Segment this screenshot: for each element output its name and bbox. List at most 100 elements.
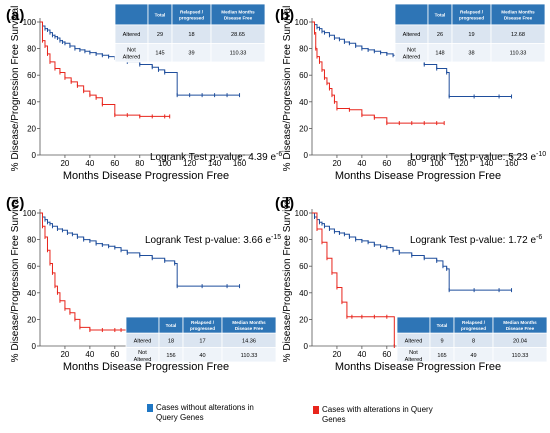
panel-1: (a) 0 20 40 60 80 100 20 40 60 80 100 120 140 160 Month…: [6, 3, 282, 182]
table-cell-text: 19: [468, 32, 474, 38]
x-tick-label: 80: [135, 159, 144, 168]
table-cell-text: 38: [468, 51, 474, 57]
table-cell-text: 12.68: [511, 32, 525, 38]
table-cell-text: 18: [168, 338, 174, 344]
y-tick-label: 60: [27, 71, 36, 80]
y-tick-label: 20: [27, 315, 36, 324]
table-cell-text: 110.33: [230, 51, 247, 57]
y-tick-label: 0: [32, 151, 37, 160]
table-cell-text: 110.33: [510, 51, 527, 57]
table-cell-text: Altered: [134, 338, 152, 344]
table-cell: [125, 316, 160, 334]
table-cell-text: 14.36: [242, 338, 256, 344]
x-axis-label: Months Disease Progression Free: [63, 170, 229, 182]
pvalue-exponent: -6: [536, 234, 542, 241]
table-cell-text: Altered: [403, 32, 421, 38]
y-tick-label: 100: [295, 18, 309, 27]
table-cell-text: 28.65: [231, 32, 245, 38]
panel-label: (d): [275, 195, 294, 212]
x-tick-label: 100: [430, 159, 444, 168]
table-header-text: Total: [166, 323, 177, 328]
y-tick-label: 80: [27, 236, 36, 245]
x-tick-label: 120: [183, 159, 197, 168]
summary-table: Total Relapsed /progressed Median MonthsDi…: [396, 316, 548, 363]
x-tick-label: 80: [407, 159, 416, 168]
table-cell-text: 165: [437, 353, 446, 359]
table-header-text: Total: [437, 323, 448, 328]
legend-label-with: Cases with alterations in Query Genes: [322, 405, 433, 424]
y-axis-label: % Disease/Progression Free Survival: [10, 197, 21, 363]
x-tick-label: 40: [85, 159, 94, 168]
table-cell-text: Not: [409, 350, 418, 356]
table-header-text: Median Months: [501, 9, 535, 14]
panel-label: (c): [6, 195, 24, 212]
table-cell-text: Altered: [123, 32, 141, 38]
table-cell: [114, 3, 149, 26]
legend-swatch-with: [313, 406, 319, 414]
summary-table: Total Relapsed /progressed Median MonthsDi…: [114, 3, 266, 63]
x-tick-label: 60: [382, 159, 391, 168]
panel-label: (b): [275, 7, 294, 24]
x-tick-label: 140: [208, 159, 222, 168]
table-cell: [221, 347, 277, 363]
table-cell: [396, 316, 431, 334]
panel-4: (d)02040608010020406080100120140160Month…: [275, 195, 548, 373]
table-header-text: Disease Free: [506, 326, 535, 331]
y-tick-label: 100: [23, 18, 37, 27]
table-cell-text: Altered: [403, 55, 421, 61]
table-cell-text: Not: [127, 48, 136, 54]
y-axis-label: % Disease/Progression Free Survival: [282, 6, 293, 172]
table-cell-text: 20.04: [513, 338, 527, 344]
table-cell-text: 29: [157, 32, 163, 38]
pvalue-annotation: Logrank Test p-value: 1.72 e-6: [410, 234, 542, 246]
table-header-text: Median Months: [232, 320, 266, 325]
y-tick-label: 40: [299, 289, 308, 298]
table-cell-text: Not: [407, 48, 416, 54]
x-tick-label: 140: [480, 159, 494, 168]
y-tick-label: 20: [299, 124, 308, 133]
x-tick-label: 40: [357, 159, 366, 168]
y-tick-label: 100: [23, 209, 37, 218]
table-header-text: Median Months: [503, 320, 537, 325]
x-tick-label: 100: [158, 159, 172, 168]
x-tick-label: 60: [110, 350, 119, 359]
pvalue-annotation: Logrank Test p-value: 3.66 e-15: [145, 234, 281, 246]
table-cell-text: 26: [437, 32, 443, 38]
y-tick-label: 40: [27, 98, 36, 107]
y-tick-label: 80: [299, 236, 308, 245]
x-tick-label: 20: [332, 159, 341, 168]
legend-swatch-without: [147, 404, 153, 412]
table-cell-text: 148: [435, 51, 444, 57]
table-cell: [210, 43, 266, 63]
table-cell-text: Not: [138, 350, 147, 356]
table-cell: [492, 347, 548, 363]
y-tick-label: 40: [299, 98, 308, 107]
series-line-without: [312, 212, 512, 291]
table-cell: [490, 43, 546, 63]
table-header-text: Relapsed /: [460, 9, 484, 14]
x-tick-label: 20: [60, 159, 69, 168]
x-tick-label: 40: [357, 350, 366, 359]
series-line-with: [312, 212, 395, 346]
pvalue-annotation: Logrank Test p-value: 4.39 e-6: [150, 151, 282, 163]
summary-table: Total Relapsed /progressed Median MonthsDi…: [394, 3, 546, 63]
table-header-text: progressed: [459, 15, 484, 20]
table-header-text: Total: [155, 12, 166, 17]
x-tick-label: 60: [110, 159, 119, 168]
y-tick-label: 0: [32, 342, 37, 351]
x-tick-label: 60: [382, 350, 391, 359]
pvalue-annotation: Logrank Test p-value: 5.23 e-10: [410, 151, 546, 163]
table-header-text: Disease Free: [235, 326, 264, 331]
pvalue-exponent: -15: [271, 234, 281, 241]
table-cell-text: 39: [188, 51, 194, 57]
table-header-text: Relapsed /: [180, 9, 204, 14]
y-tick-label: 60: [27, 262, 36, 271]
table-header-text: Disease Free: [504, 15, 533, 20]
x-axis-label: Months Disease Progression Free: [63, 361, 229, 373]
y-tick-label: 20: [27, 124, 36, 133]
panel-2: (b) 0 20 40 60 80 100 20 40 60 80 100 120 140 160 Month…: [275, 3, 546, 182]
y-tick-label: 80: [27, 45, 36, 54]
y-tick-label: 0: [304, 151, 309, 160]
panel-3: (c)02040608010020406080100120140160Month…: [6, 195, 281, 373]
table-header-text: Relapsed /: [462, 320, 486, 325]
